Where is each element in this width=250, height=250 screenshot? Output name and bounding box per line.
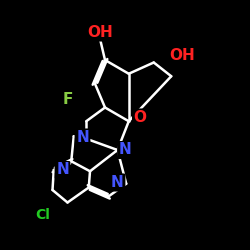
Text: N: N [119, 142, 132, 158]
Text: F: F [62, 92, 73, 108]
Text: Cl: Cl [35, 208, 50, 222]
Text: OH: OH [87, 25, 113, 40]
Text: OH: OH [170, 48, 196, 62]
Text: N: N [111, 175, 124, 190]
Text: N: N [56, 162, 69, 178]
Text: N: N [76, 130, 89, 145]
Text: O: O [134, 110, 146, 125]
